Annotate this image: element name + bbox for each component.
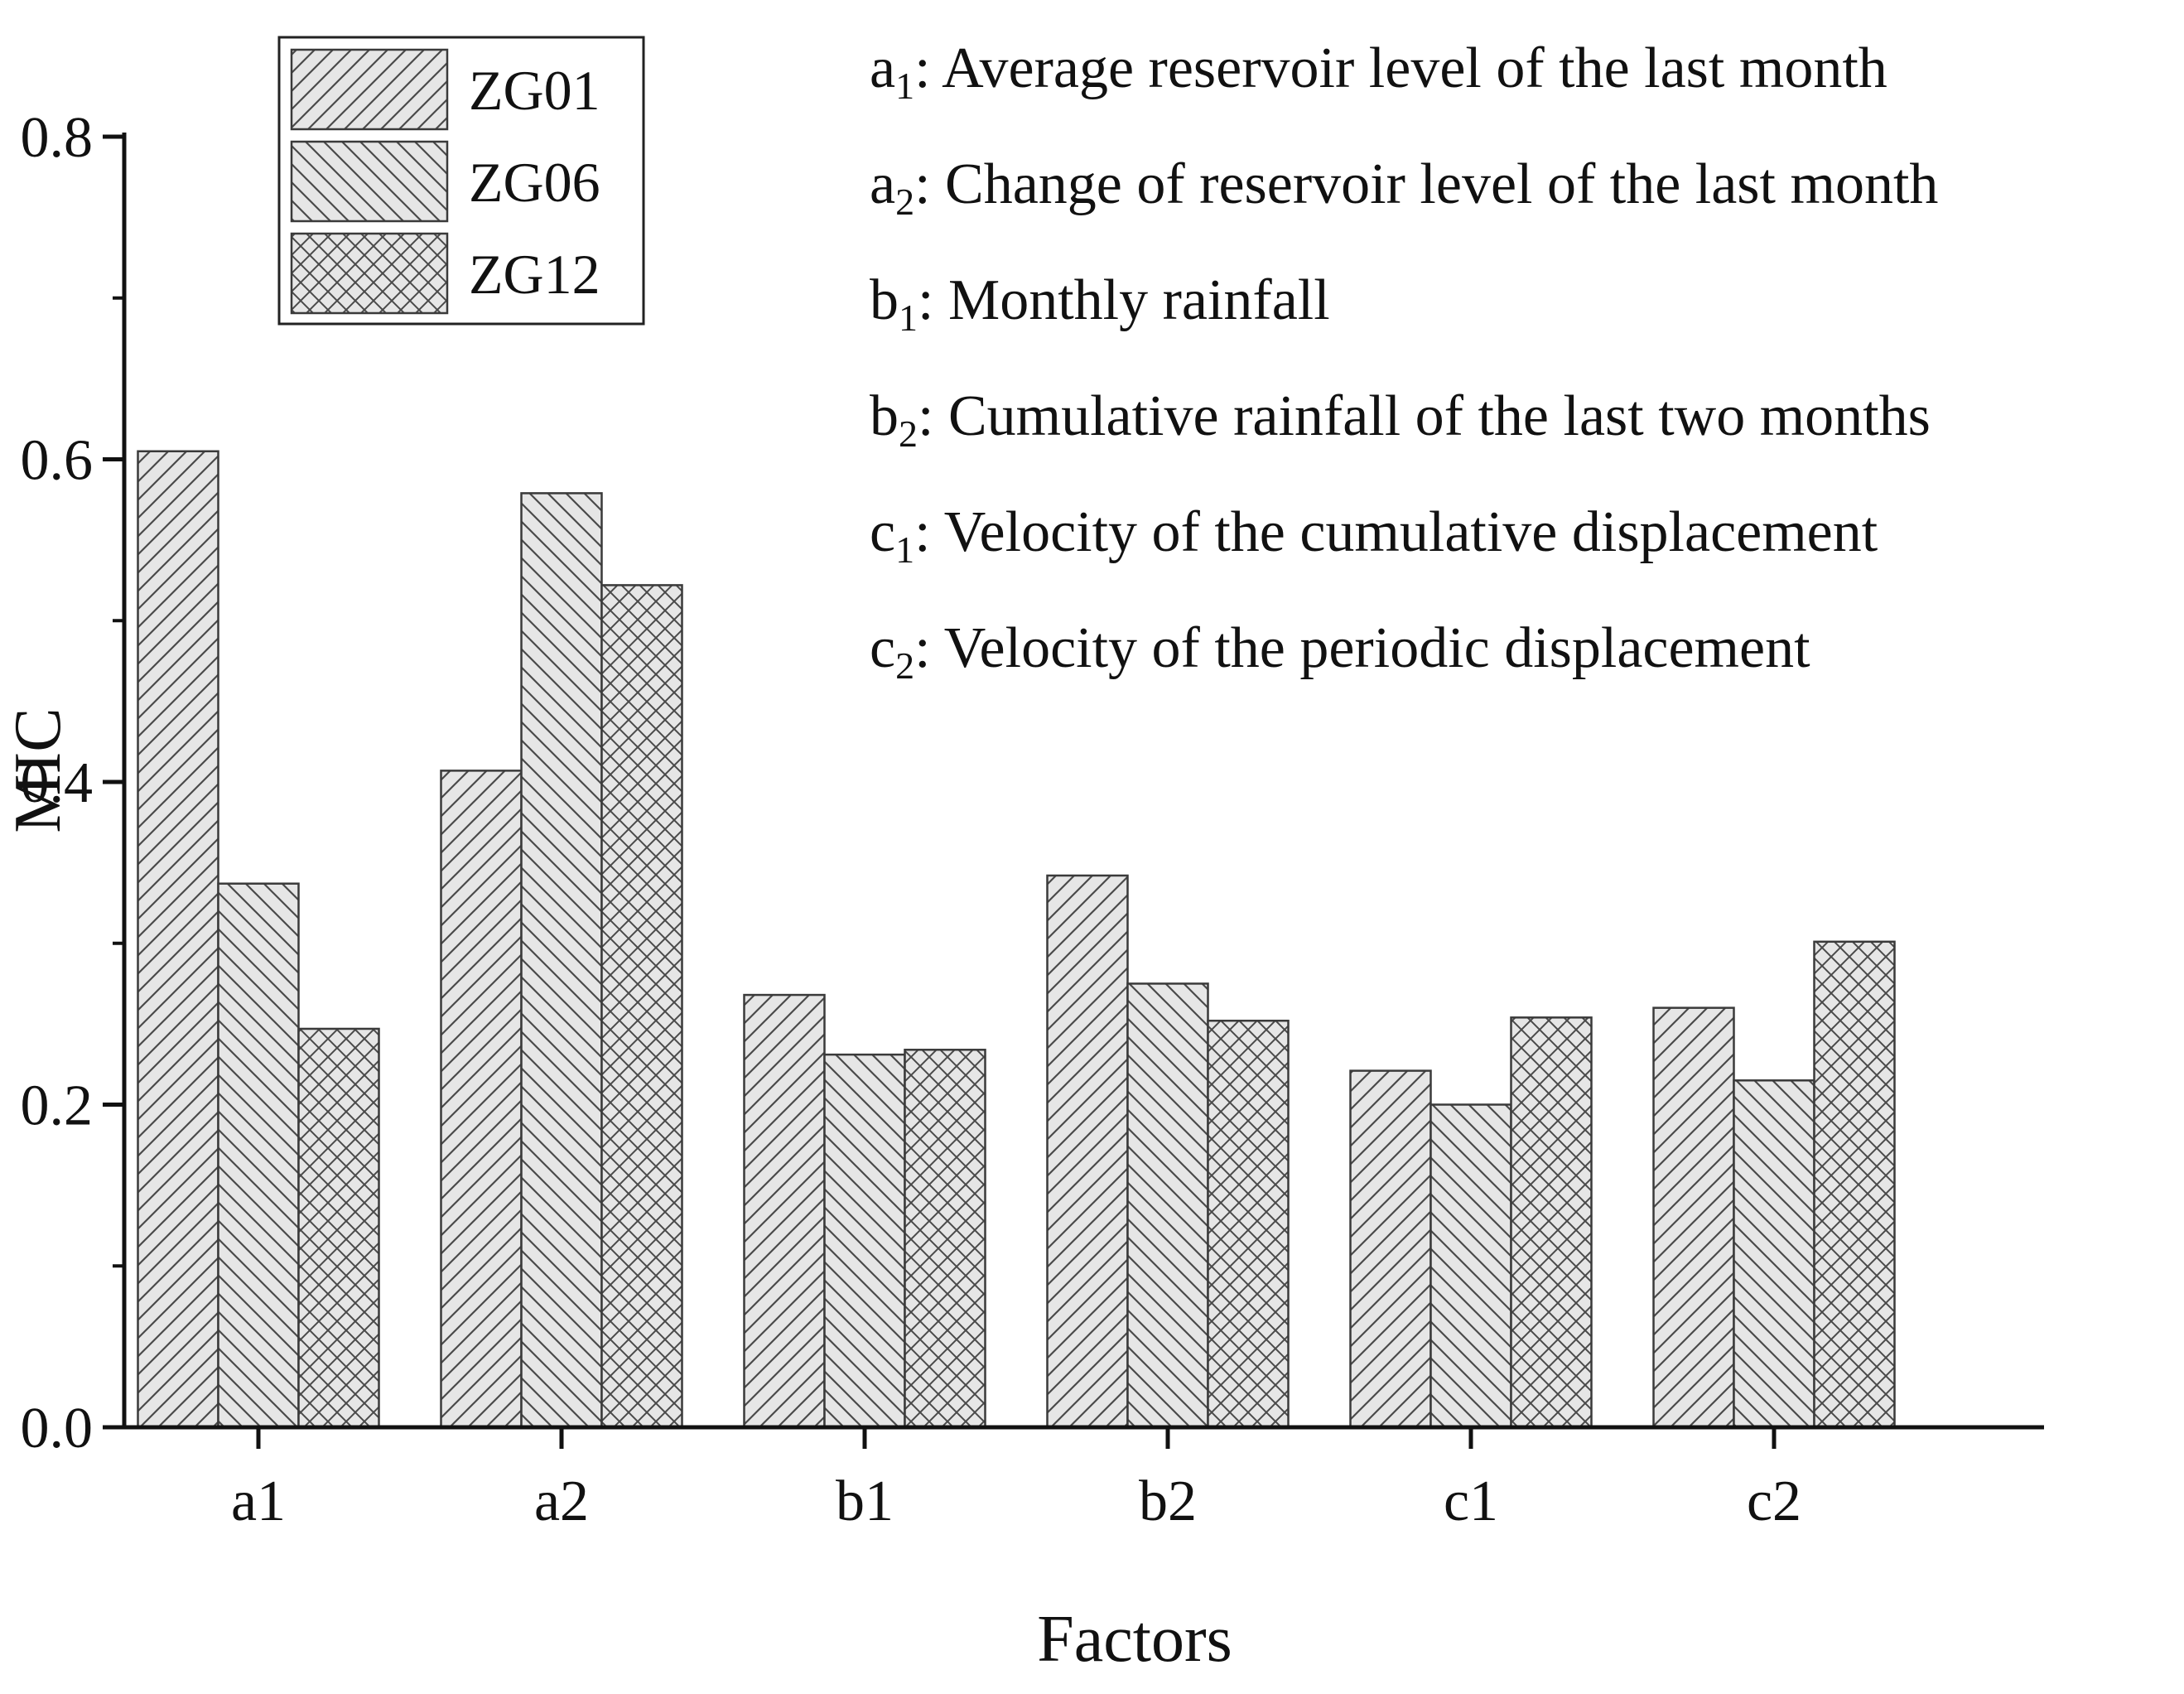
- y-tick-label: 0.8: [21, 106, 94, 170]
- bar-zg06-b2: [1126, 982, 1209, 1429]
- legend: ZG01 ZG06 ZG12: [277, 36, 645, 326]
- bar-zg12-b1: [904, 1049, 986, 1429]
- axes-group: 0.0 0.2 0.4 0.6 0.8 a1 a2 b1 b2 c1 c2: [21, 106, 2044, 1533]
- legend-label-zg06: ZG06: [469, 151, 600, 214]
- bar-zg01-a1: [137, 450, 219, 1429]
- x-tick-label-a1: a1: [231, 1470, 286, 1533]
- bars-group: [137, 450, 1896, 1429]
- bar-zg06-c2: [1733, 1079, 1815, 1429]
- bar-zg06-a1: [217, 882, 300, 1429]
- bar-zg06-b1: [823, 1053, 906, 1429]
- y-tick-label: 0.0: [21, 1397, 94, 1460]
- x-tick-label-a2: a2: [534, 1470, 589, 1533]
- bar-zg01-b2: [1046, 874, 1129, 1429]
- legend-label-zg12: ZG12: [469, 243, 600, 306]
- x-tick-label-b2: b2: [1139, 1470, 1197, 1533]
- bar-zg12-b2: [1207, 1019, 1290, 1429]
- bar-zg12-c2: [1813, 940, 1896, 1429]
- bar-zg06-c1: [1429, 1103, 1512, 1429]
- factor-note-c1: c1: Velocity of the cumulative displacem…: [870, 500, 1878, 571]
- y-axis-title: MIC: [2, 707, 75, 833]
- bar-zg06-a2: [520, 492, 603, 1429]
- bar-zg01-a2: [440, 770, 523, 1429]
- factor-note-b2: b2: Cumulative rainfall of the last two …: [870, 384, 1931, 455]
- bar-zg01-c1: [1349, 1069, 1432, 1429]
- bar-zg12-a1: [297, 1027, 380, 1429]
- x-tick-label-c2: c2: [1747, 1470, 1801, 1533]
- factor-note-a1: a1: Average reservoir level of the last …: [870, 36, 1887, 107]
- factor-note-c2: c2: Velocity of the periodic displacemen…: [870, 616, 1810, 687]
- factor-notes: a1: Average reservoir level of the last …: [870, 36, 1938, 687]
- legend-label-zg01: ZG01: [469, 59, 600, 122]
- legend-swatch-zg12: [290, 232, 449, 315]
- bar-zg12-c1: [1510, 1016, 1593, 1429]
- factor-note-a2: a2: Change of reservoir level of the las…: [870, 152, 1938, 223]
- bar-zg01-b1: [743, 993, 826, 1429]
- legend-swatch-zg06: [290, 140, 449, 223]
- y-tick-label: 0.6: [21, 429, 94, 493]
- factor-note-b1: b1: Monthly rainfall: [870, 268, 1330, 339]
- y-tick-label: 0.2: [21, 1074, 94, 1138]
- x-tick-label-c1: c1: [1444, 1470, 1498, 1533]
- x-axis-title: Factors: [1037, 1603, 1232, 1676]
- y-tick-label: 0.4: [21, 751, 94, 815]
- x-tick-label-b1: b1: [836, 1470, 894, 1533]
- legend-swatch-zg01: [290, 48, 449, 131]
- bar-zg12-a2: [600, 584, 683, 1429]
- bar-zg01-c2: [1652, 1006, 1735, 1429]
